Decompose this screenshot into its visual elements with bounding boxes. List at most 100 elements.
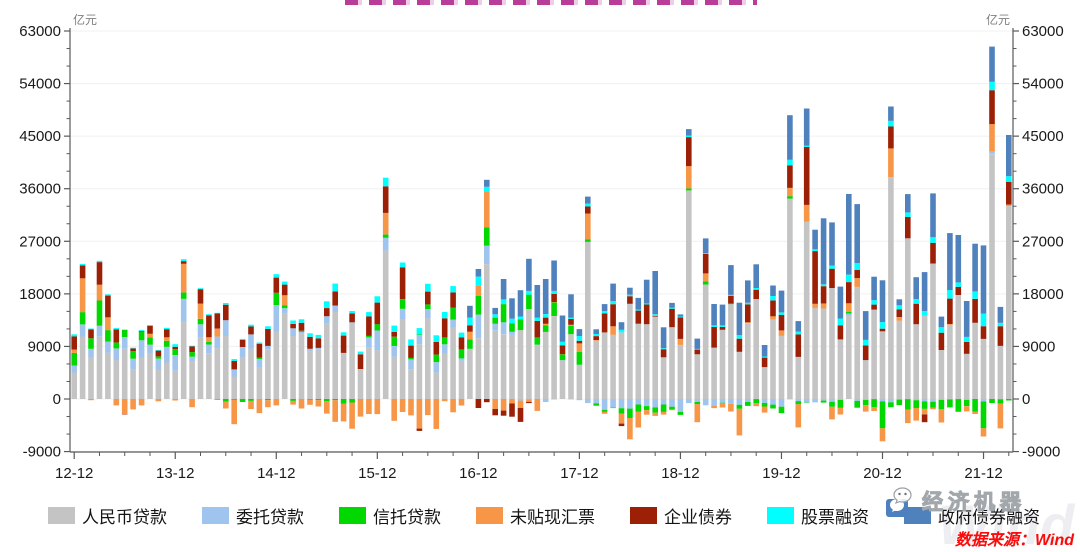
bar-segment: [955, 282, 962, 287]
bar-segment: [265, 349, 271, 399]
bar-segment: [795, 331, 802, 335]
bar-segment: [366, 316, 372, 336]
bar-segment: [660, 348, 667, 350]
bar-segment: [736, 404, 743, 409]
bar-segment: [963, 336, 970, 342]
bar-segment: [669, 406, 675, 410]
bar-segment: [601, 304, 608, 312]
bar-segment: [921, 401, 928, 409]
bar-segment: [467, 305, 473, 318]
bar-segment: [425, 283, 431, 292]
bar-segment: [340, 353, 347, 399]
bar-segment: [231, 376, 237, 399]
bar-segment: [997, 399, 1004, 404]
bar-segment: [290, 399, 296, 401]
legend-swatch: [476, 506, 503, 524]
bar-segment: [197, 318, 204, 325]
bar-segment: [71, 365, 77, 373]
bar-segment: [905, 194, 911, 213]
bar-segment: [913, 408, 919, 421]
bar-segment: [905, 212, 911, 217]
bar-segment: [778, 330, 785, 336]
bar-segment: [879, 428, 886, 442]
bar-segment: [770, 300, 776, 317]
bar-segment: [896, 309, 903, 317]
bar-segment: [643, 324, 650, 399]
bar-segment: [761, 345, 768, 357]
bar-segment: [399, 308, 406, 319]
bar-segment: [795, 404, 802, 428]
bar-segment: [416, 328, 423, 335]
bar-segment: [189, 356, 195, 362]
bar-segment: [593, 340, 599, 341]
y-axis-label-left: 54000: [19, 76, 61, 93]
bar-segment: [576, 351, 583, 365]
bar-segment: [105, 341, 111, 353]
bar-segment: [736, 408, 743, 436]
bar-segment: [441, 312, 448, 319]
bar-segment: [879, 331, 886, 399]
bar-segment: [484, 179, 490, 187]
bar-segment: [349, 313, 355, 323]
y-axis-label-left: 36000: [19, 181, 61, 198]
bar-segment: [694, 349, 701, 355]
bar-segment: [660, 412, 667, 415]
bar-segment: [761, 406, 768, 413]
bar-segment: [534, 344, 541, 346]
bar-segment: [332, 291, 338, 306]
bar-segment: [197, 288, 204, 290]
bar-segment: [1006, 204, 1012, 207]
bar-segment: [938, 332, 945, 350]
legend-label: 企业债券: [664, 507, 732, 527]
bar-segment: [711, 347, 717, 348]
legend-swatch: [630, 506, 657, 524]
bar-segment: [526, 258, 532, 291]
bar-segment: [332, 400, 338, 422]
bar-segment: [138, 399, 145, 406]
bar-segment: [298, 331, 305, 333]
bar-segment: [534, 345, 541, 399]
bar-segment: [820, 284, 827, 287]
bar-segment: [416, 428, 423, 431]
y-axis-label-right: 45000: [1022, 128, 1064, 145]
bar-segment: [669, 327, 675, 399]
bar-segment: [113, 348, 120, 361]
bar-segment: [138, 357, 145, 399]
bar-segment: [526, 401, 532, 404]
bar-segment: [719, 329, 726, 399]
bar-segment: [905, 409, 911, 424]
bar-segment: [307, 336, 313, 349]
bar-segment: [618, 423, 625, 427]
bar-segment: [795, 321, 802, 332]
bar-segment: [121, 337, 128, 349]
bar-segment: [694, 338, 701, 349]
bar-segment: [702, 253, 709, 254]
bar-segment: [113, 399, 120, 406]
bar-segment: [425, 304, 431, 310]
bar-segment: [837, 325, 844, 340]
bar-segment: [955, 235, 962, 283]
bar-segment: [660, 349, 667, 358]
bar-segment: [854, 400, 860, 408]
bar-segment: [803, 205, 810, 222]
bar-segment: [888, 148, 894, 177]
bar-segment: [753, 403, 759, 407]
bar-segment: [702, 284, 709, 399]
bar-segment: [997, 326, 1004, 346]
bar-segment: [79, 278, 86, 313]
bar-segment: [357, 369, 364, 399]
legend-swatch: [767, 506, 794, 524]
bar-segment: [391, 356, 397, 399]
bar-segment: [955, 399, 962, 412]
bar-segment: [214, 348, 221, 399]
y-axis-label-right: 9000: [1022, 338, 1055, 355]
bar-segment: [660, 357, 667, 399]
bar-segment: [534, 285, 541, 318]
bar-segment: [862, 399, 869, 400]
bar-segment: [189, 345, 195, 347]
bar-segment: [349, 323, 355, 399]
bar-segment: [963, 301, 970, 337]
bar-segment: [517, 316, 524, 320]
bar-segment: [576, 364, 583, 399]
bar-segment: [601, 332, 608, 399]
